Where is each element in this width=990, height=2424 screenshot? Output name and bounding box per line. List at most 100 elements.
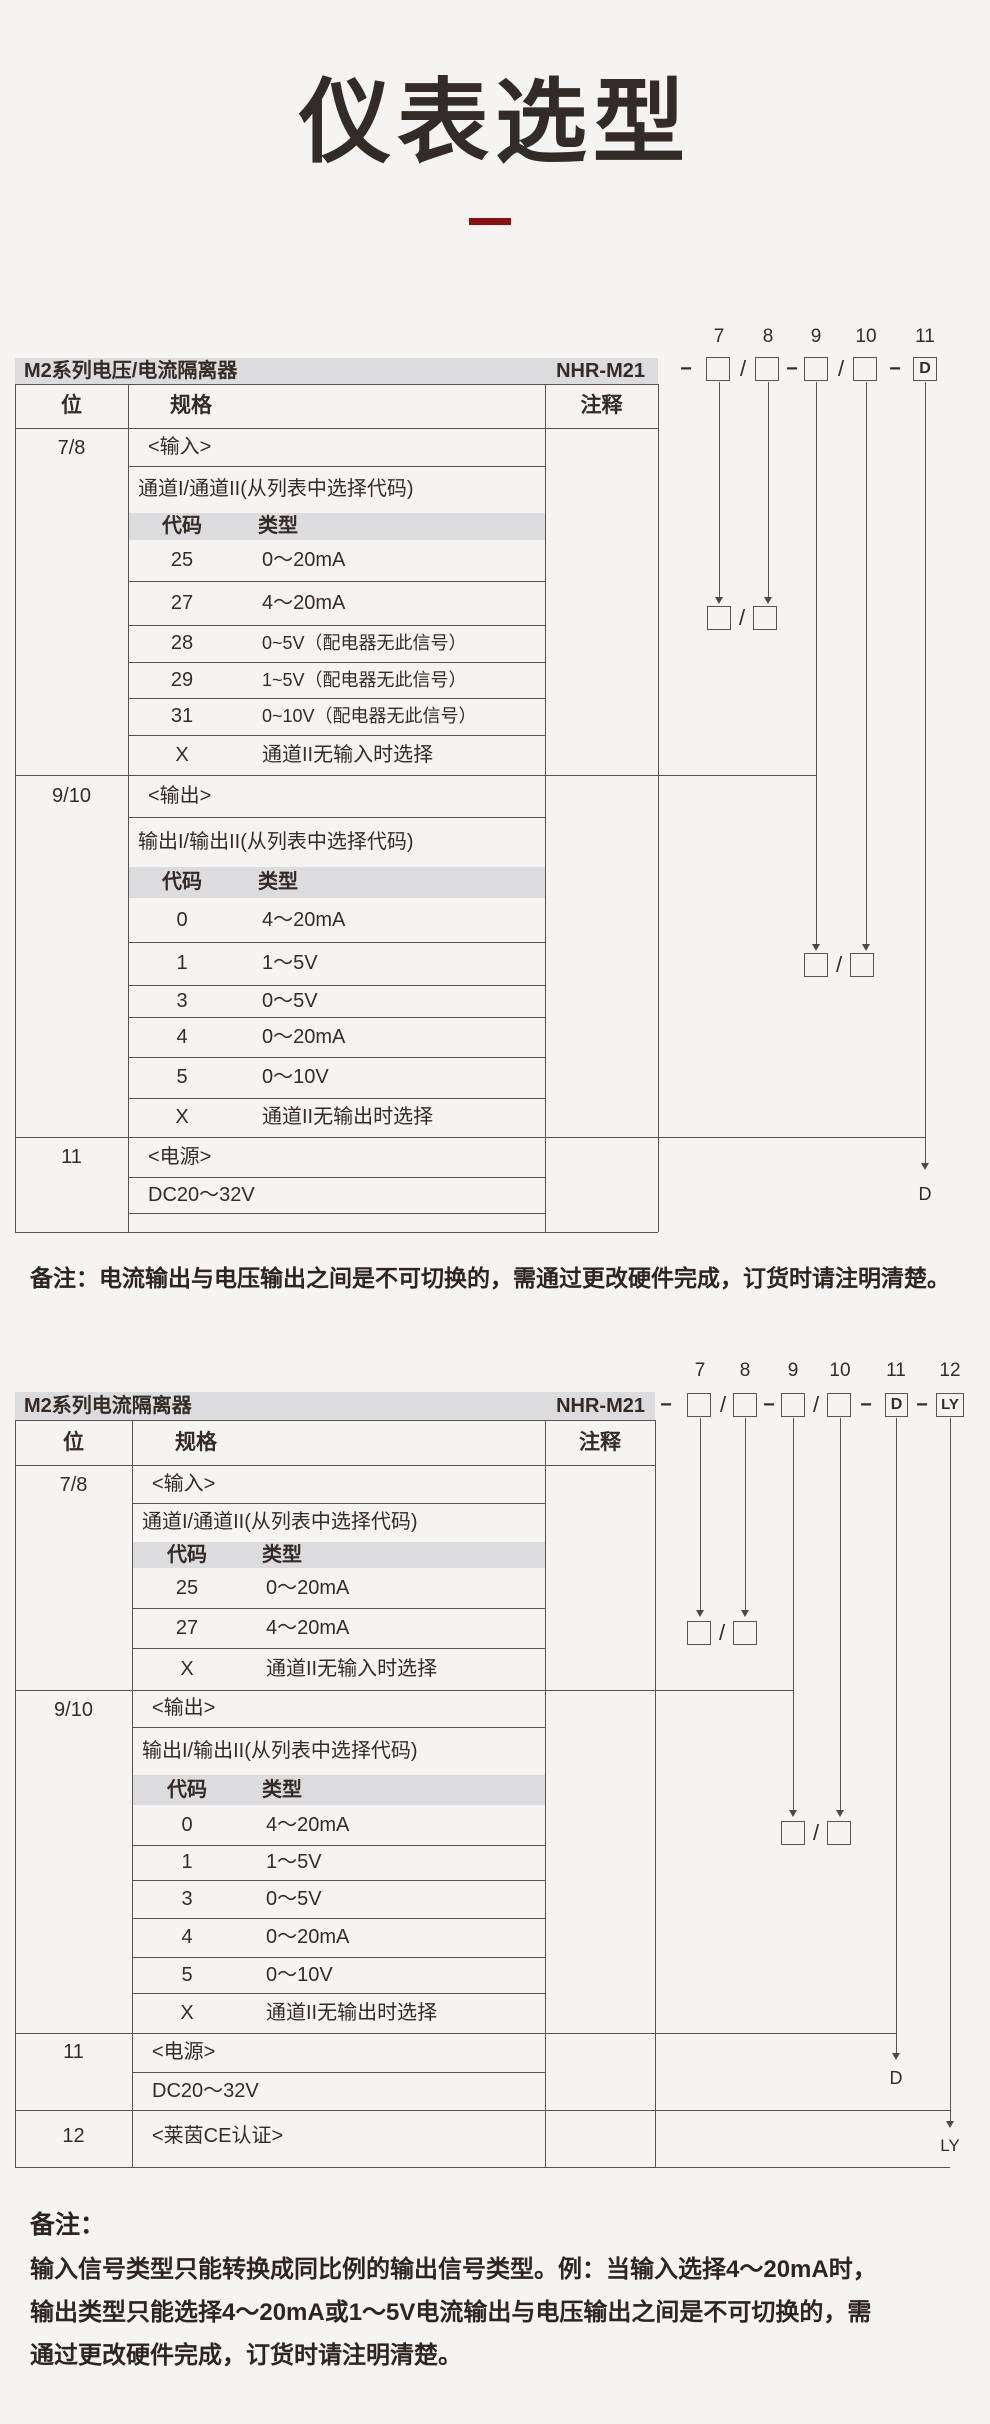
t1-digit-7: 7 <box>713 326 725 347</box>
note2-line: 通过更改硬件完成，订货时请注明清楚。 <box>30 2342 462 2369</box>
divider-line <box>545 1420 546 2167</box>
divider-line <box>132 1845 545 1846</box>
t1-header-spec: 规格 <box>170 394 212 417</box>
divider-line <box>15 1137 925 1138</box>
t1-note: 备注：电流输出与电压输出之间是不可切换的，需通过更改硬件完成，订货时请注明清楚。 <box>30 1265 950 1291</box>
diagram-line <box>896 1418 897 2053</box>
t1-output-row-type: 通道II无输出时选择 <box>262 1106 434 1128</box>
t1-input-code-header-bar <box>129 513 545 540</box>
t1-output-row-type: 0～10V <box>262 1066 329 1088</box>
t1-code-box-7 <box>706 357 730 381</box>
t1-output-row-code: 4 <box>176 1026 188 1048</box>
t2-input-subheader: 通道I/通道II(从列表中选择代码) <box>142 1511 418 1533</box>
t2-output-subheader: 输出I/输出II(从列表中选择代码) <box>142 1740 418 1762</box>
t2-digit-9: 9 <box>787 1360 799 1381</box>
note2-line: 输出类型只能选择4～20mA或1～5V电流输出与电压输出之间是不可切换的，需 <box>30 2299 872 2326</box>
note2-label: 备注： <box>30 2211 106 2239</box>
t2-output-row-code: X <box>180 2002 194 2024</box>
t2-digit-12: 12 <box>939 1360 961 1381</box>
t1-input-select-box <box>753 606 777 630</box>
divider-line <box>128 1098 545 1099</box>
t1-output-header: <输出> <box>148 785 212 807</box>
divider-line <box>128 1017 545 1018</box>
t1-input-select-slash: / <box>738 605 746 630</box>
divider-line <box>132 1608 545 1609</box>
t2-header-spec: 规格 <box>175 1431 217 1454</box>
t1-code-box-10 <box>853 357 877 381</box>
t2-output-row-type: 1～5V <box>266 1851 322 1873</box>
t2-input-row-type: 通道II无输入时选择 <box>266 1658 438 1680</box>
t2-suffix-d-label: D <box>889 2068 903 2088</box>
divider-line <box>132 1648 545 1649</box>
t2-code-box-9 <box>781 1393 805 1417</box>
divider-line <box>132 1420 133 2167</box>
t1-sep-slash2: / <box>837 356 845 381</box>
t2-header-note: 注释 <box>579 1431 621 1454</box>
t1-input-row-code: 25 <box>170 549 194 571</box>
t2-power-value: DC20～32V <box>152 2080 259 2102</box>
divider-line <box>132 1503 545 1504</box>
t1-input-row-type: 1~5V（配电器无此信号） <box>262 670 467 690</box>
t1-output-type-label: 类型 <box>258 871 298 893</box>
t2-output-code-header-bar <box>133 1775 545 1805</box>
divider-line <box>132 1993 545 1994</box>
diagram-line <box>866 382 867 944</box>
diagram-line <box>816 382 817 944</box>
t1-input-subheader: 通道I/通道II(从列表中选择代码) <box>138 478 414 500</box>
t1-output-code-header-bar <box>129 867 545 898</box>
t2-model-code: NHR-M21 <box>556 1395 645 1417</box>
arrow-down-icon <box>836 1810 844 1817</box>
t1-digit-9: 9 <box>810 326 822 347</box>
arrow-down-icon <box>696 1610 704 1617</box>
divider-line <box>655 1420 656 2167</box>
t1-input-pos: 7/8 <box>57 437 86 459</box>
t1-digit-10: 10 <box>855 326 877 347</box>
t1-input-row-type: 0～20mA <box>262 549 346 571</box>
t2-output-row-code: 1 <box>181 1851 193 1873</box>
divider-line <box>132 1918 545 1919</box>
t1-input-header: <输入> <box>148 436 212 458</box>
t2-input-row-code: 25 <box>175 1577 199 1599</box>
t2-code-box-12-ly: LY <box>936 1393 964 1417</box>
t1-output-select-box <box>804 953 828 977</box>
divider-line <box>658 384 659 1232</box>
t1-input-type-label: 类型 <box>258 515 298 537</box>
divider-line <box>132 1880 545 1881</box>
t2-code-box-11-d: D <box>885 1393 908 1417</box>
t2-sep-slash1: / <box>719 1392 727 1417</box>
divider-line <box>128 1213 545 1214</box>
t2-output-row-type: 0～10V <box>266 1964 333 1986</box>
t2-output-select-box <box>781 1821 805 1845</box>
t2-output-row-code: 5 <box>181 1964 193 1986</box>
t2-output-row-code: 0 <box>181 1814 193 1836</box>
t2-input-row-code: 27 <box>175 1617 199 1639</box>
page-title: 仪表选型 <box>298 72 691 174</box>
t1-model-code: NHR-M21 <box>556 360 645 382</box>
diagram-line <box>745 1418 746 1610</box>
t2-input-select-slash: / <box>718 1620 726 1645</box>
note2-line: 输入信号类型只能转换成同比例的输出信号类型。例：当输入选择4～20mA时， <box>30 2256 877 2283</box>
t2-output-row-type: 0～20mA <box>266 1926 350 1948</box>
t1-digit-8: 8 <box>762 326 774 347</box>
t2-digit-11: 11 <box>886 1360 906 1381</box>
t2-input-type-label: 类型 <box>262 1544 302 1566</box>
t1-digit-11: 11 <box>915 326 935 347</box>
diagram-line <box>719 382 720 597</box>
divider-line <box>15 1232 658 1233</box>
t1-input-code-label: 代码 <box>162 515 202 537</box>
divider-line <box>128 1057 545 1058</box>
t1-header-note: 注释 <box>580 394 623 417</box>
t2-sep-dash4: − <box>916 1394 928 1416</box>
t2-output-row-type: 通道II无输出时选择 <box>266 2002 438 2024</box>
t1-output-row-code: 3 <box>176 990 188 1012</box>
t2-cert-header: <莱茵CE认证> <box>152 2125 284 2147</box>
t1-sep-dash2: − <box>786 358 798 380</box>
t2-output-select-slash: / <box>812 1820 820 1845</box>
t2-code-box-7 <box>687 1393 711 1417</box>
t2-input-select-box <box>733 1621 757 1645</box>
t2-output-select-box <box>827 1821 851 1845</box>
t2-cert-pos: 12 <box>62 2125 85 2147</box>
arrow-down-icon <box>892 2053 900 2060</box>
t1-output-row-type: 4～20mA <box>262 909 346 931</box>
arrow-down-icon <box>715 597 723 604</box>
